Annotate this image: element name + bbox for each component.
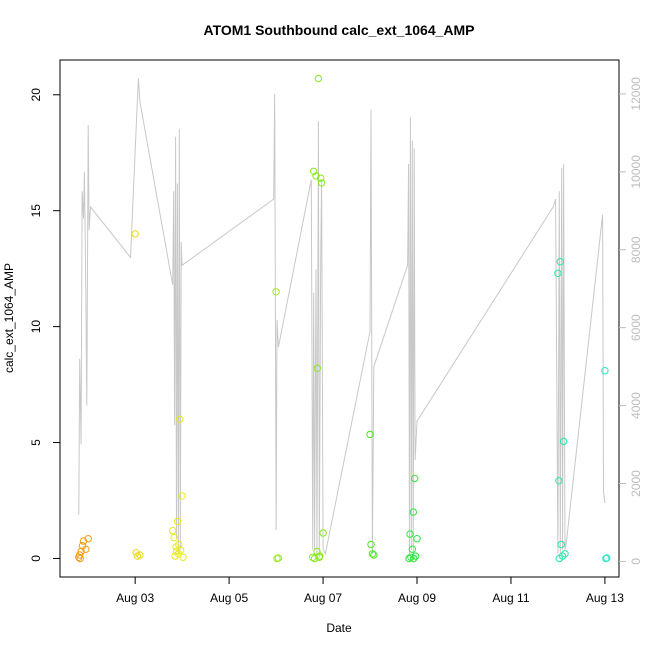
data-point-24 bbox=[272, 288, 280, 296]
data-point-43 bbox=[406, 530, 414, 538]
data-point-46 bbox=[409, 508, 417, 516]
y-axis-right: 0 2000 4000 6000 8000 10000 12000 bbox=[619, 77, 643, 565]
data-point-45 bbox=[408, 545, 416, 553]
chart-title: ATOM1 Southbound calc_ext_1064_AMP bbox=[204, 22, 475, 38]
data-point-51 bbox=[410, 554, 418, 563]
data-point-9 bbox=[132, 549, 140, 557]
data-point-39 bbox=[366, 430, 374, 439]
data-point-57 bbox=[559, 437, 568, 446]
data-point-47 bbox=[411, 474, 419, 483]
data-point-20 bbox=[178, 492, 186, 500]
data-point-60 bbox=[601, 367, 609, 375]
data-point-12 bbox=[169, 526, 177, 535]
data-point-27 bbox=[310, 167, 318, 176]
data-point-41 bbox=[368, 550, 377, 558]
data-point-49 bbox=[413, 535, 421, 543]
x-tick-label: Aug 05 bbox=[210, 591, 248, 605]
data-point-59 bbox=[555, 554, 563, 563]
data-point-16 bbox=[173, 517, 182, 526]
y-tick-label: 15 bbox=[29, 204, 43, 218]
data-point-31 bbox=[314, 74, 323, 83]
data-point-42 bbox=[370, 551, 378, 559]
y-axis-label: calc_ext_1064_AMP bbox=[2, 263, 16, 373]
data-point-55 bbox=[557, 540, 565, 549]
right-tick-label: 8000 bbox=[629, 236, 643, 263]
data-point-21 bbox=[179, 553, 187, 561]
right-axis-series-line bbox=[78, 78, 606, 558]
data-point-52 bbox=[554, 269, 562, 277]
data-point-1 bbox=[76, 551, 84, 559]
data-point-53 bbox=[555, 477, 563, 485]
y-tick-label: 10 bbox=[29, 320, 43, 334]
x-tick-label: Aug 07 bbox=[304, 591, 342, 605]
data-point-62 bbox=[603, 554, 611, 562]
right-tick-label: 12000 bbox=[629, 77, 643, 111]
data-point-13 bbox=[170, 533, 178, 542]
x-axis: Aug 03 Aug 05 Aug 07 Aug 09 Aug 11 Aug 13 bbox=[116, 577, 624, 605]
y-axis-left: 0 5 10 15 20 bbox=[29, 88, 60, 562]
data-point-54 bbox=[556, 258, 564, 266]
data-point-30 bbox=[313, 364, 322, 372]
data-point-7 bbox=[76, 554, 84, 563]
right-tick-label: 4000 bbox=[629, 392, 643, 419]
data-point-6 bbox=[84, 535, 92, 543]
data-point-38 bbox=[309, 553, 317, 561]
data-point-35 bbox=[319, 529, 327, 537]
data-point-18 bbox=[176, 415, 184, 423]
data-point-5 bbox=[82, 545, 90, 553]
x-axis-label: Date bbox=[326, 621, 352, 635]
data-point-23 bbox=[175, 540, 183, 549]
right-tick-label: 10000 bbox=[629, 155, 643, 189]
data-point-33 bbox=[317, 174, 325, 182]
x-tick-label: Aug 09 bbox=[398, 591, 436, 605]
x-tick-label: Aug 11 bbox=[492, 591, 529, 605]
data-point-37 bbox=[316, 552, 324, 560]
data-point-40 bbox=[367, 540, 375, 549]
y-tick-label: 0 bbox=[29, 555, 43, 562]
y-tick-label: 20 bbox=[29, 88, 43, 102]
plot-area bbox=[59, 59, 620, 578]
x-tick-label: Aug 03 bbox=[116, 591, 154, 605]
right-tick-label: 0 bbox=[629, 558, 643, 565]
x-tick-label: Aug 13 bbox=[586, 591, 624, 605]
right-tick-label: 2000 bbox=[629, 470, 643, 497]
data-point-26 bbox=[274, 554, 283, 562]
data-point-8 bbox=[131, 230, 139, 238]
series-line bbox=[78, 78, 606, 558]
data-point-11 bbox=[136, 551, 144, 559]
data-point-58 bbox=[561, 550, 569, 558]
y-tick-label: 5 bbox=[29, 439, 43, 446]
data-point-48 bbox=[411, 552, 420, 560]
data-point-29 bbox=[312, 172, 320, 180]
data-point-15 bbox=[172, 547, 181, 556]
data-point-34 bbox=[317, 179, 326, 187]
right-tick-label: 6000 bbox=[629, 314, 643, 341]
data-point-50 bbox=[405, 554, 413, 563]
point-layer bbox=[75, 74, 611, 563]
